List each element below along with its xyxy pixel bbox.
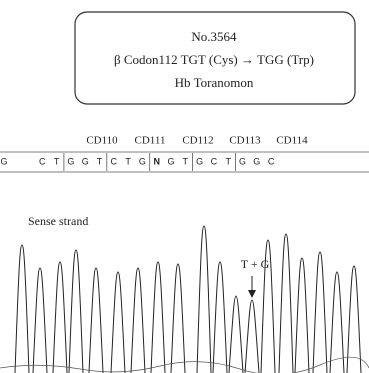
peak <box>53 262 67 373</box>
peak <box>33 268 47 373</box>
base-letter: C <box>39 156 46 166</box>
figure: No.3564 β Codon112 TGT (Cys) → TGG (Trp)… <box>0 0 369 373</box>
codon-label: CD112 <box>182 135 213 147</box>
chromatogram <box>0 226 369 373</box>
peak <box>279 234 293 373</box>
base-letter: T <box>54 156 60 166</box>
box-line: No.3564 <box>191 29 237 44</box>
base-letter: G <box>0 156 7 166</box>
peak <box>151 262 165 373</box>
peak <box>313 252 327 373</box>
base-letter: C <box>211 156 218 166</box>
codon-label: CD111 <box>135 135 166 147</box>
peak <box>245 300 259 373</box>
base-letter: C <box>111 156 118 166</box>
codon-label: CD110 <box>86 135 118 147</box>
base-letter: T <box>97 156 103 166</box>
arrow-head <box>248 290 256 298</box>
box-line: β Codon112 TGT (Cys) → TGG (Trp) <box>114 52 314 67</box>
base-letter: G <box>139 156 146 166</box>
codon-label: CD114 <box>276 135 308 147</box>
codon-label: CD113 <box>229 135 261 147</box>
base-letter: T <box>225 156 231 166</box>
base-letter: G <box>239 156 246 166</box>
peak <box>131 268 145 373</box>
base-letter: G <box>167 156 174 166</box>
base-letter: N <box>153 156 160 166</box>
base-letter: G <box>82 156 89 166</box>
base-letter: T <box>125 156 131 166</box>
peak <box>229 296 243 373</box>
peak <box>111 272 125 373</box>
peak <box>15 245 29 373</box>
peak <box>89 268 103 373</box>
peak <box>213 262 227 373</box>
base-letter: G <box>253 156 260 166</box>
strand-label: Sense strand <box>28 214 88 228</box>
peak <box>197 226 211 373</box>
base-letter: G <box>196 156 203 166</box>
base-letter: C <box>268 156 275 166</box>
peak <box>171 264 185 373</box>
box-line: Hb Toranomon <box>175 75 254 90</box>
peak <box>69 250 83 373</box>
base-letter: T <box>183 156 189 166</box>
base-letter: G <box>67 156 74 166</box>
peak <box>295 258 309 373</box>
